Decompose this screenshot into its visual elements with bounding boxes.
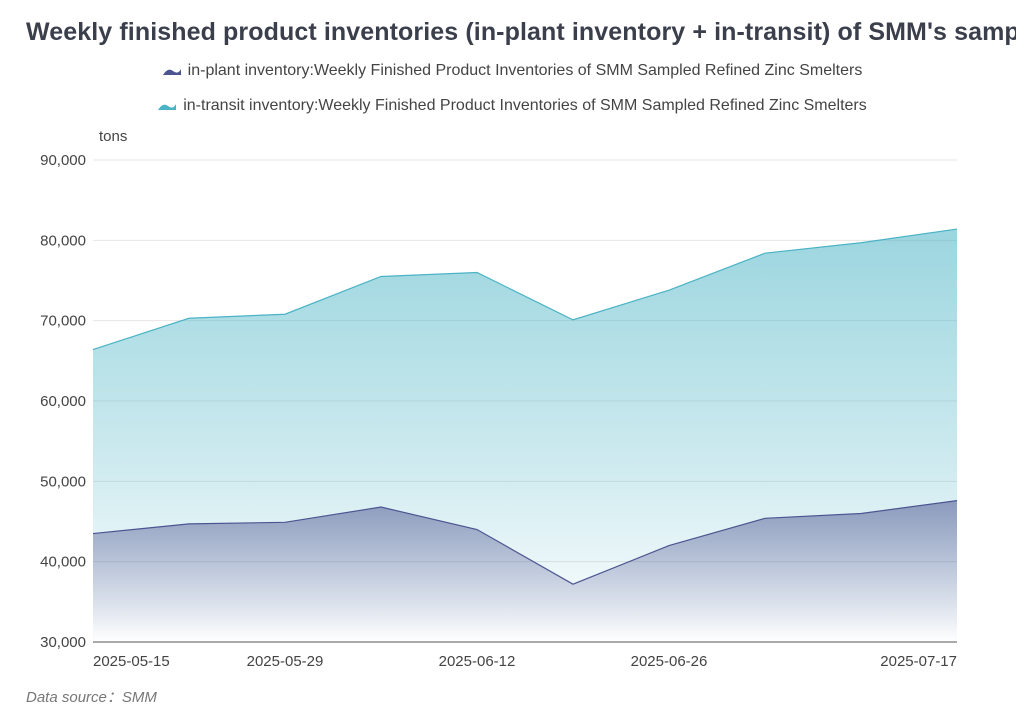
data-source-note: Data source：SMM: [26, 689, 157, 706]
legend-swatch-in-transit-icon: [158, 104, 177, 110]
x-tick-label: 2025-05-15: [93, 653, 170, 670]
y-tick-label: 60,000: [40, 393, 86, 410]
y-tick-label: 80,000: [40, 232, 86, 249]
y-tick-label: 50,000: [40, 473, 86, 490]
legend-item-in-transit[interactable]: in-transit inventory:Weekly Finished Pro…: [0, 97, 1024, 117]
x-tick-label: 2025-06-26: [631, 653, 708, 670]
y-tick-label: 90,000: [40, 152, 86, 169]
x-tick-label: 2025-07-17: [880, 653, 957, 670]
x-tick-label: 2025-05-29: [247, 653, 324, 670]
legend-swatch-in-plant-icon: [162, 69, 181, 75]
y-tick-label: 40,000: [40, 554, 86, 571]
y-axis-unit-label: tons: [99, 128, 128, 145]
legend-label-in-transit: in-transit inventory:Weekly Finished Pro…: [183, 97, 867, 114]
legend-label-in-plant: in-plant inventory:Weekly Finished Produ…: [187, 62, 863, 79]
chart-title: Weekly finished product inventories (in-…: [26, 18, 1016, 46]
x-tick-label: 2025-06-12: [439, 653, 516, 670]
legend-item-in-plant[interactable]: in-plant inventory:Weekly Finished Produ…: [0, 62, 1024, 82]
series-line-in-plant: [92, 500, 958, 585]
y-tick-label: 30,000: [40, 634, 86, 651]
y-tick-label: 70,000: [40, 313, 86, 330]
series-line-in-transit: [92, 228, 958, 351]
area-fill-in-plant: [93, 500, 957, 642]
